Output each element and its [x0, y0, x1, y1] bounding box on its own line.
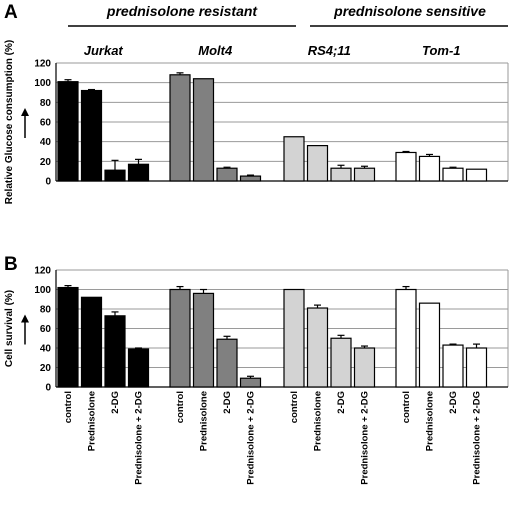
- panel-b-ytick-label: 120: [34, 266, 51, 277]
- panel-a-cell-line-title: Tom-1: [422, 43, 461, 58]
- panel-a-bar: [216, 167, 238, 182]
- panel-a-letter: A: [4, 2, 18, 23]
- panel-b-category-label: 2-DG: [222, 391, 233, 414]
- panel-b-ytick-label: 60: [40, 324, 52, 335]
- panel-a-bar: [465, 168, 488, 182]
- panel-b-bar: [239, 377, 262, 388]
- panel-b-ytick-label: 100: [34, 285, 51, 296]
- panel-a-cell-line-title: RS4;11: [308, 43, 351, 58]
- panel-a-arrow-head: [21, 108, 29, 116]
- panel-a-bar: [353, 167, 376, 182]
- panel-a-bar: [306, 145, 329, 182]
- resistant-title: prednisolone resistant: [106, 3, 258, 19]
- panel-a-bar: [57, 81, 79, 182]
- panel-b-category-label: Prednisolone + 2-DG: [472, 391, 483, 485]
- panel-a-cell-line-title: Jurkat: [84, 43, 124, 58]
- panel-b-bar: [465, 347, 488, 388]
- panel-b-category-label: control: [401, 391, 412, 423]
- panel-b-category-label: 2-DG: [110, 391, 121, 414]
- panel-b-category-label: 2-DG: [336, 391, 347, 414]
- panel-b-category-label: Prednisolone: [87, 391, 98, 451]
- panel-b-bar: [442, 344, 464, 388]
- panel-b-bar: [169, 288, 191, 388]
- panel-b-category-label: control: [175, 391, 186, 423]
- panel-b-category-label: control: [63, 391, 74, 423]
- panel-a-bar: [127, 163, 150, 182]
- panel-b-bar: [283, 288, 305, 388]
- panel-a-bar: [330, 167, 352, 182]
- panel-a-cell-line-title: Molt4: [198, 43, 233, 58]
- panel-a-bar: [395, 151, 417, 182]
- panel-b-ytick-label: 20: [40, 363, 52, 374]
- panel-b-y-axis-label: Cell survival (%): [4, 290, 15, 367]
- panel-b-bar: [192, 292, 215, 388]
- panel-b-bar: [395, 288, 417, 388]
- panel-b-bar: [306, 307, 329, 388]
- panel-b-category-label: Prednisolone + 2-DG: [360, 391, 371, 485]
- panel-a-bar: [80, 89, 103, 182]
- panel-a-bar: [192, 78, 215, 182]
- panel-a-bar: [442, 167, 464, 182]
- panel-b-bar: [418, 302, 441, 388]
- panel-b-ytick-label: 0: [45, 383, 51, 394]
- sensitive-title: prednisolone sensitive: [333, 3, 486, 19]
- panel-a-ytick-label: 120: [34, 59, 51, 70]
- panel-a-ytick-label: 80: [40, 98, 52, 109]
- panel-a-bar: [418, 155, 441, 182]
- panel-b-category-label: Prednisolone: [425, 391, 436, 451]
- panel-a-y-axis-label: Relative Glucose consumption (%): [4, 40, 15, 204]
- panel-a-ytick-label: 60: [40, 118, 52, 129]
- panel-b-bar: [127, 348, 150, 388]
- panel-b-category-label: control: [289, 391, 300, 423]
- panel-a-bar: [239, 175, 262, 182]
- panel-b-bar: [330, 337, 352, 388]
- panel-a-ytick-label: 40: [40, 137, 52, 148]
- panel-b-bar: [80, 296, 103, 388]
- panel-a-bar: [104, 169, 126, 182]
- panel-b-ytick-label: 80: [40, 305, 52, 316]
- panel-b-category-label: Prednisolone + 2-DG: [246, 391, 257, 485]
- panel-a-chart: 0 20 40 60 80 100 120 Relative Glucose consumpt…: [4, 40, 509, 204]
- panel-b-category-label: Prednisolone: [199, 391, 210, 451]
- panel-b-arrow-head: [21, 314, 29, 323]
- panel-b-letter: B: [4, 254, 18, 275]
- panel-a-bar: [169, 74, 191, 182]
- panel-b-bar: [57, 286, 79, 388]
- panel-a-ytick-label: 20: [40, 157, 52, 168]
- panel-a-ytick-label: 100: [34, 78, 51, 89]
- panel-a-bar: [283, 136, 305, 182]
- panel-b-bar: [353, 347, 376, 388]
- panel-b-category-label: Prednisolone + 2-DG: [134, 391, 145, 485]
- panel-a-ytick-label: 0: [45, 177, 51, 188]
- panel-b-chart: 0 20 40 60 80 100 120 Cell survival (%) control P…: [4, 266, 509, 485]
- panel-b-category-label: Prednisolone: [313, 391, 324, 451]
- panel-b-bar: [104, 315, 126, 388]
- panel-b-category-label: 2-DG: [448, 391, 459, 414]
- panel-b-ytick-label: 40: [40, 344, 52, 355]
- panel-b-bar: [216, 338, 238, 388]
